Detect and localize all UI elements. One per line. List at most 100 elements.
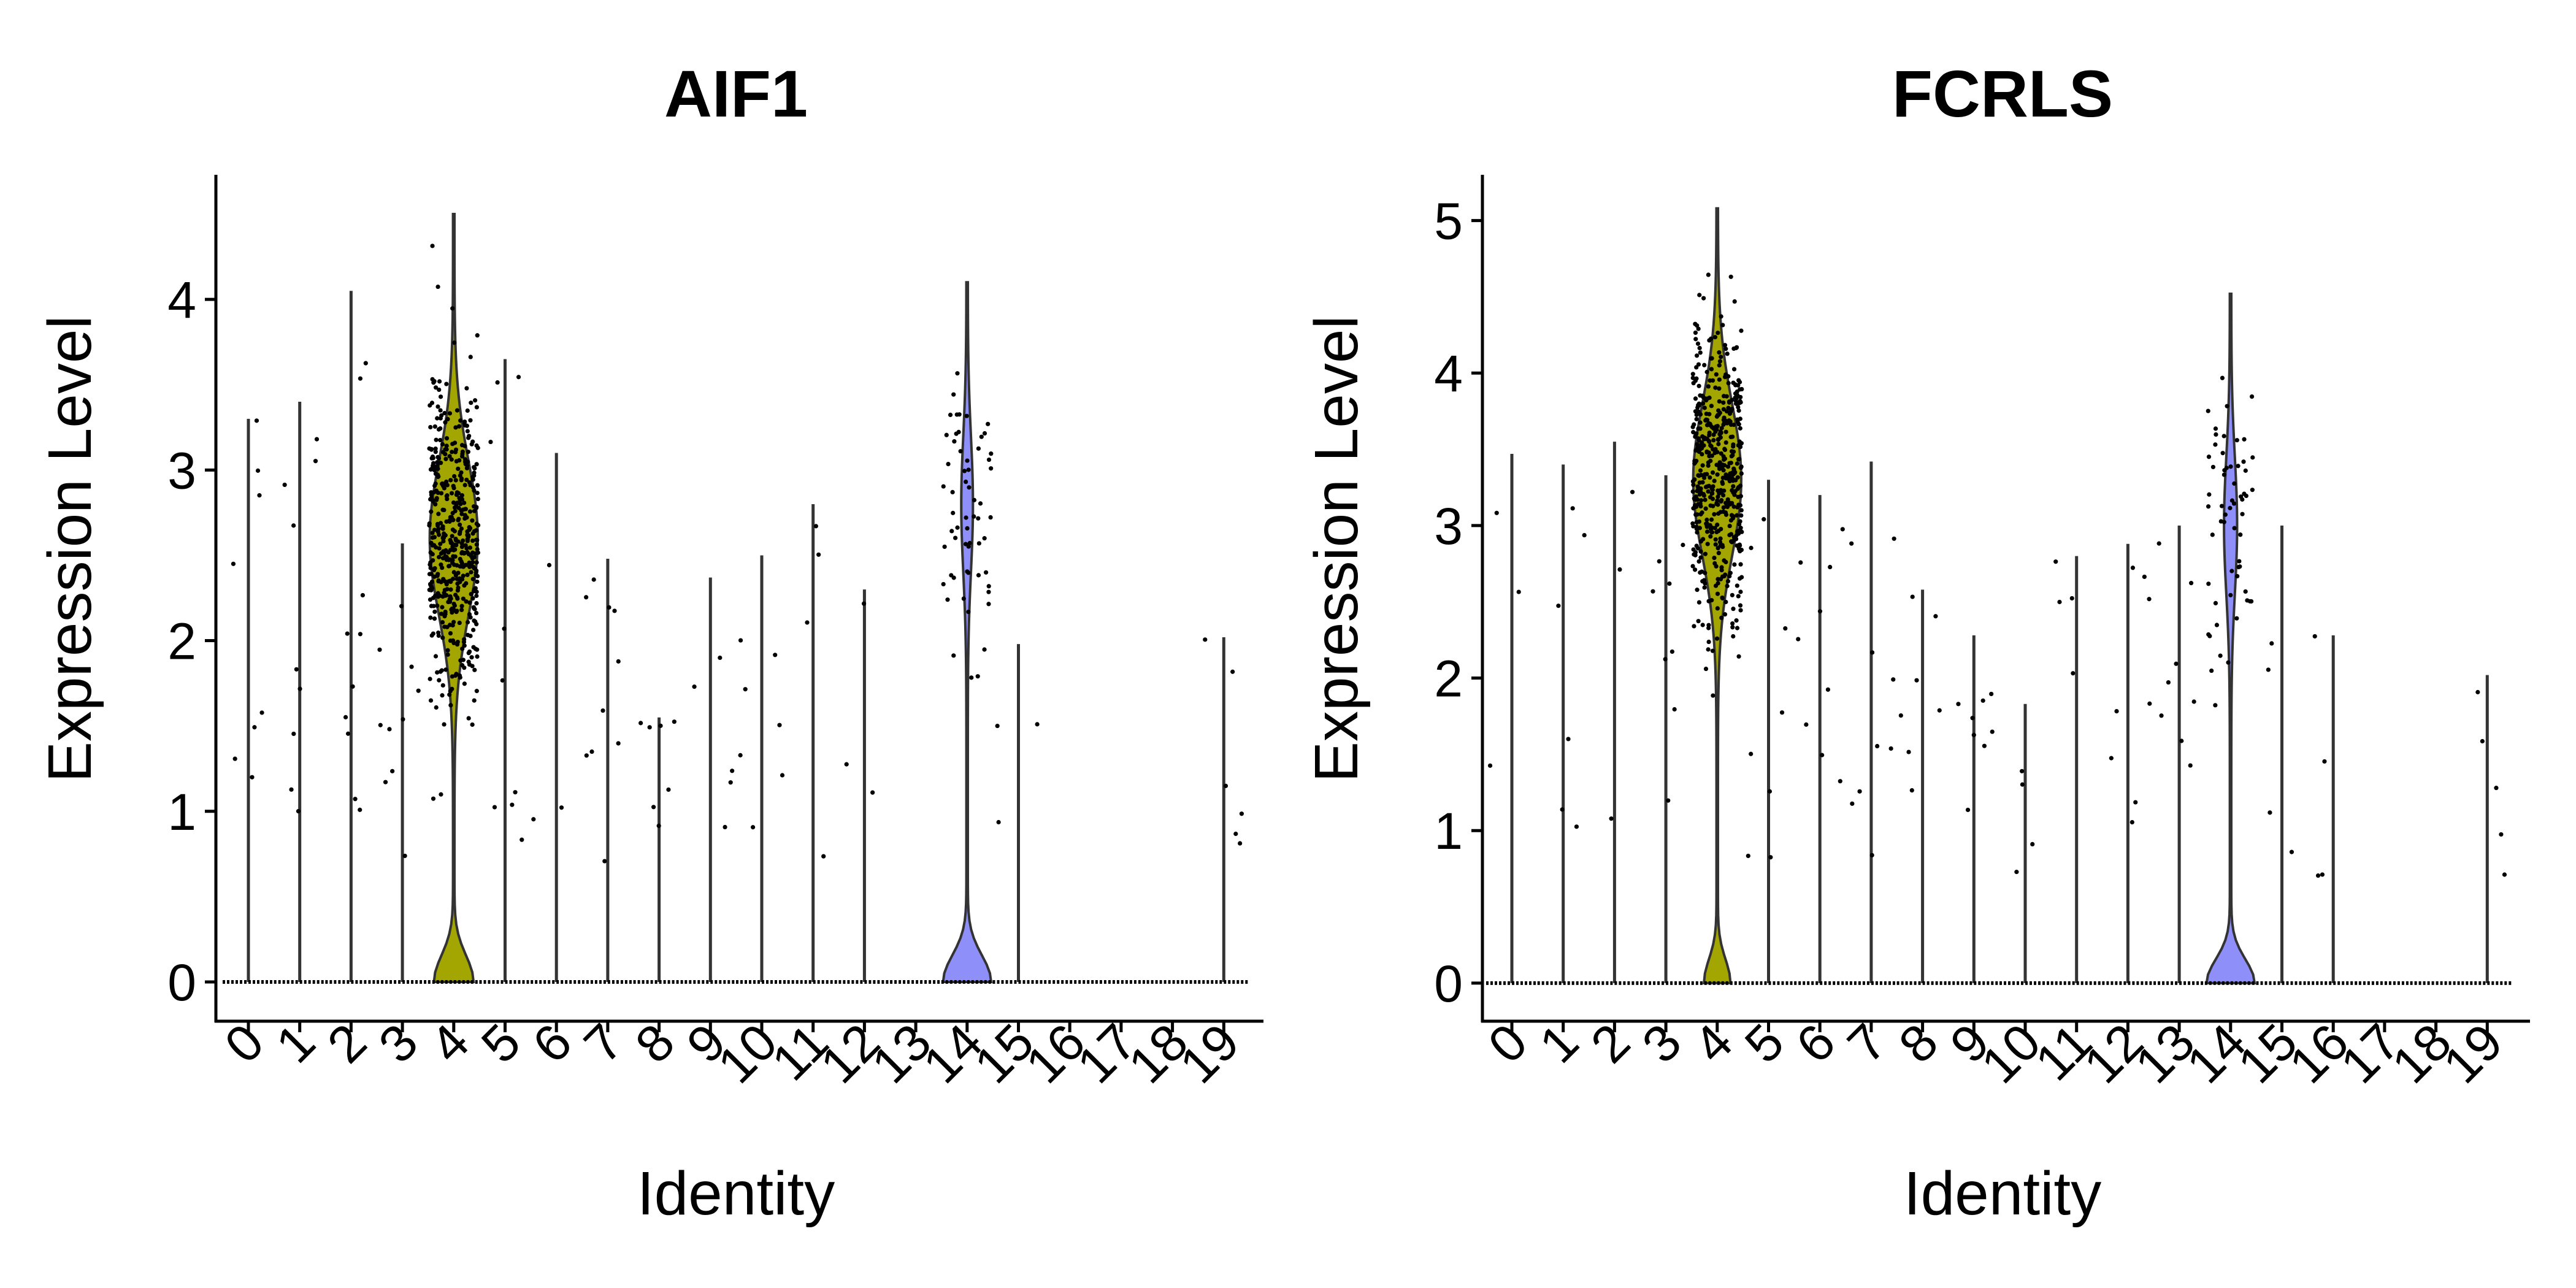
cell-point	[738, 753, 743, 757]
cell-point	[1708, 534, 1713, 539]
cell-point	[1725, 464, 1731, 469]
cell-point	[2320, 872, 2325, 877]
cell-point	[442, 624, 447, 629]
cell-point	[447, 692, 452, 697]
cell-point	[462, 637, 467, 642]
cell-point	[964, 479, 968, 485]
cell-point	[466, 459, 470, 464]
cell-point	[1238, 841, 1243, 846]
cell-point	[1719, 499, 1723, 504]
cell-point	[1203, 637, 1208, 642]
cell-point	[1712, 556, 1717, 561]
cell-point	[982, 536, 987, 541]
cell-point	[448, 548, 453, 553]
cell-point	[433, 385, 439, 390]
cell-point	[1711, 432, 1716, 437]
cell-point	[1696, 383, 1701, 388]
cell-point	[1723, 347, 1728, 351]
cell-point	[428, 698, 434, 703]
cell-point	[2312, 634, 2317, 639]
cell-point	[463, 507, 468, 512]
cell-point	[2166, 680, 2171, 685]
cell-point	[1738, 394, 1743, 400]
cell-point	[451, 486, 456, 491]
cell-point	[429, 401, 435, 405]
cell-point	[1717, 399, 1722, 404]
cell-point	[995, 723, 1000, 729]
cell-point	[454, 502, 459, 507]
cell-point	[1731, 484, 1736, 489]
cell-point	[470, 577, 475, 581]
cell-point	[1723, 429, 1728, 434]
cell-point	[957, 412, 962, 417]
cell-point	[1700, 451, 1704, 457]
cell-point	[467, 649, 472, 654]
cell-point	[462, 419, 467, 424]
cell-point	[427, 581, 433, 586]
cell-point	[1706, 450, 1711, 455]
cell-point	[467, 509, 473, 514]
cell-point	[666, 787, 671, 792]
cell-point	[475, 654, 480, 659]
cell-point	[954, 431, 959, 436]
cell-point	[948, 412, 953, 417]
cell-point	[1693, 378, 1698, 383]
cell-point	[1728, 518, 1733, 523]
cell-point	[474, 443, 479, 448]
cell-point	[972, 514, 976, 519]
cell-point	[472, 554, 477, 560]
cell-point	[2480, 738, 2485, 744]
cell-point	[1956, 702, 1961, 707]
cell-point	[1718, 536, 1723, 541]
cell-point	[584, 595, 589, 600]
cell-point	[1767, 789, 1773, 794]
cell-point	[474, 462, 479, 467]
cell-point	[1730, 540, 1735, 545]
cell-point	[1566, 737, 1571, 742]
cell-point	[2475, 689, 2480, 695]
x-tick-label: 19	[1168, 1013, 1250, 1094]
cell-point	[1825, 687, 1831, 692]
cell-point	[2206, 504, 2211, 509]
cell-point	[1698, 539, 1703, 544]
cell-point	[751, 825, 756, 830]
cell-point	[1695, 353, 1700, 358]
cell-point	[1989, 691, 1994, 697]
cell-point	[986, 602, 991, 607]
cell-point	[1735, 626, 1740, 631]
cell-point	[1695, 546, 1700, 551]
cell-point	[986, 584, 991, 589]
cell-point	[1717, 410, 1722, 415]
cell-point	[1746, 853, 1750, 859]
cell-point	[378, 723, 383, 727]
cell-point	[1721, 457, 1727, 462]
cell-point	[462, 443, 467, 448]
cell-point	[439, 792, 443, 797]
cell-point	[651, 805, 656, 810]
cell-point	[2235, 573, 2240, 579]
cell-point	[2174, 661, 2179, 666]
cell-point	[1695, 405, 1700, 410]
cell-point	[976, 516, 981, 521]
cell-point	[1721, 407, 1726, 412]
cell-point	[456, 505, 461, 510]
cell-point	[989, 451, 994, 456]
cell-point	[1722, 375, 1728, 380]
cell-point	[1728, 461, 1733, 466]
cell-point	[946, 462, 951, 467]
cell-point	[1692, 567, 1698, 572]
cell-point	[2210, 464, 2216, 470]
cell-point	[458, 418, 463, 423]
cell-point	[1738, 399, 1742, 404]
cell-point	[1736, 422, 1741, 427]
cell-point	[1035, 722, 1040, 727]
cell-point	[1732, 562, 1737, 567]
cell-point	[1888, 746, 1893, 751]
cell-point	[1739, 471, 1744, 476]
cell-point	[1735, 583, 1739, 588]
cell-point	[976, 573, 981, 578]
cell-point	[1735, 417, 1740, 422]
cell-point	[451, 570, 456, 575]
cell-point	[988, 515, 993, 520]
cell-point	[492, 805, 497, 810]
